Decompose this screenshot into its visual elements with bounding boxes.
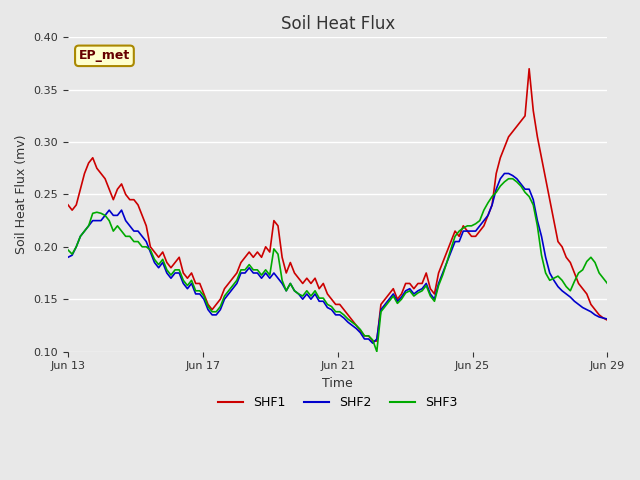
SHF2 — [109, 213, 117, 218]
SHF1 — [229, 276, 237, 281]
Y-axis label: Soil Heat Flux (mv): Soil Heat Flux (mv) — [15, 135, 28, 254]
SHF2 — [369, 340, 376, 346]
SHF3 — [500, 179, 508, 185]
SHF2 — [500, 170, 508, 176]
SHF3 — [130, 239, 138, 244]
X-axis label: Time: Time — [323, 377, 353, 390]
SHF1 — [64, 202, 72, 208]
SHF2 — [245, 265, 253, 271]
SHF2 — [509, 173, 516, 179]
SHF1 — [109, 197, 117, 203]
SHF3 — [373, 348, 381, 354]
SHF3 — [245, 262, 253, 267]
SHF2 — [130, 228, 138, 234]
SHF2 — [505, 170, 513, 176]
Line: SHF1: SHF1 — [68, 69, 607, 341]
SHF1 — [245, 249, 253, 255]
SHF1 — [505, 134, 513, 140]
SHF1 — [369, 338, 376, 344]
Text: EP_met: EP_met — [79, 49, 130, 62]
SHF1 — [525, 66, 533, 72]
SHF1 — [604, 317, 611, 323]
SHF3 — [505, 176, 513, 181]
SHF2 — [229, 286, 237, 291]
Title: Soil Heat Flux: Soil Heat Flux — [280, 15, 395, 33]
SHF3 — [509, 176, 516, 181]
SHF2 — [604, 316, 611, 322]
SHF3 — [64, 247, 72, 253]
Line: SHF2: SHF2 — [68, 173, 607, 343]
Line: SHF3: SHF3 — [68, 179, 607, 351]
SHF1 — [130, 197, 138, 203]
SHF3 — [109, 228, 117, 234]
Legend: SHF1, SHF2, SHF3: SHF1, SHF2, SHF3 — [213, 391, 463, 414]
SHF2 — [64, 254, 72, 260]
SHF3 — [604, 281, 611, 287]
SHF1 — [500, 144, 508, 150]
SHF3 — [229, 283, 237, 288]
